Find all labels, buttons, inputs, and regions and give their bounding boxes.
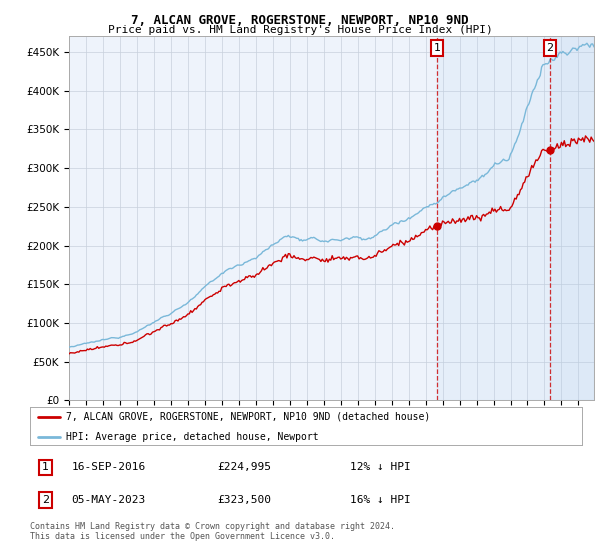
- Text: 7, ALCAN GROVE, ROGERSTONE, NEWPORT, NP10 9ND: 7, ALCAN GROVE, ROGERSTONE, NEWPORT, NP1…: [131, 14, 469, 27]
- Text: 16% ↓ HPI: 16% ↓ HPI: [350, 495, 411, 505]
- Text: Contains HM Land Registry data © Crown copyright and database right 2024.
This d: Contains HM Land Registry data © Crown c…: [30, 522, 395, 542]
- Text: 1: 1: [42, 463, 49, 473]
- Text: 2: 2: [42, 495, 49, 505]
- Text: Price paid vs. HM Land Registry's House Price Index (HPI): Price paid vs. HM Land Registry's House …: [107, 25, 493, 35]
- Bar: [437, 36, 594, 400]
- Text: 16-SEP-2016: 16-SEP-2016: [71, 463, 146, 473]
- Text: 1: 1: [433, 43, 440, 53]
- Text: £224,995: £224,995: [218, 463, 272, 473]
- Text: 05-MAY-2023: 05-MAY-2023: [71, 495, 146, 505]
- Text: HPI: Average price, detached house, Newport: HPI: Average price, detached house, Newp…: [66, 432, 319, 442]
- Text: 7, ALCAN GROVE, ROGERSTONE, NEWPORT, NP10 9ND (detached house): 7, ALCAN GROVE, ROGERSTONE, NEWPORT, NP1…: [66, 412, 430, 422]
- Text: 12% ↓ HPI: 12% ↓ HPI: [350, 463, 411, 473]
- Text: £323,500: £323,500: [218, 495, 272, 505]
- Bar: [550, 36, 594, 400]
- Text: 2: 2: [547, 43, 554, 53]
